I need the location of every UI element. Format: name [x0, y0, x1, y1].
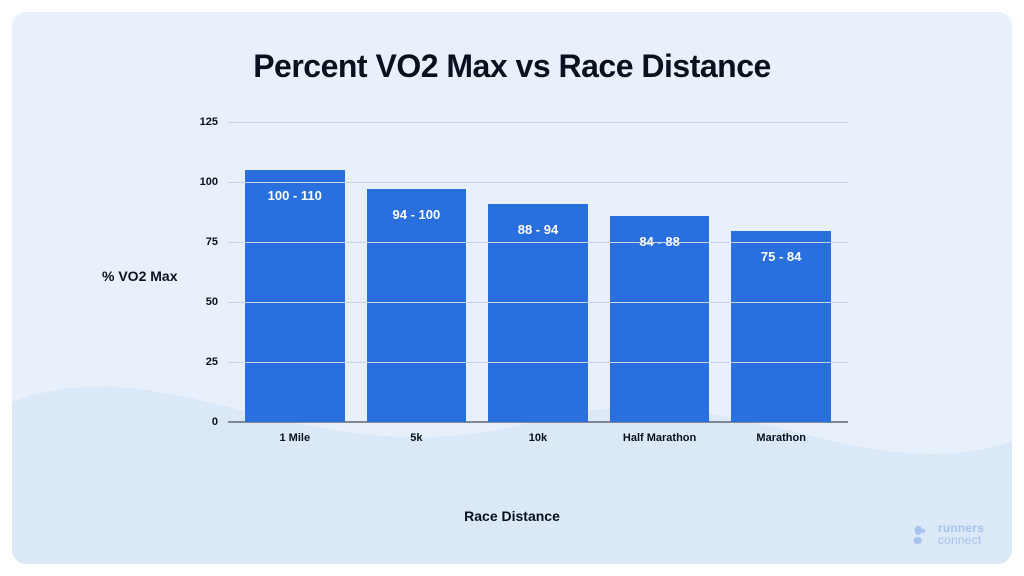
- x-tick-label: Marathon: [756, 432, 806, 444]
- brand-line2: connect: [938, 535, 984, 546]
- bar-slot: 75 - 84Marathon: [720, 122, 842, 422]
- bar: 94 - 100: [367, 189, 467, 422]
- brand-text: runners connect: [938, 523, 984, 546]
- grid-line: [228, 302, 848, 303]
- bar-value-label: 88 - 94: [518, 222, 558, 422]
- bar: 75 - 84: [731, 231, 831, 422]
- x-tick-label: 10k: [529, 432, 547, 444]
- grid-line: [228, 182, 848, 183]
- bar-value-label: 84 - 88: [639, 234, 679, 422]
- x-tick-label: 5k: [410, 432, 422, 444]
- bar: 100 - 110: [245, 170, 345, 422]
- y-tick-label: 50: [182, 296, 218, 308]
- grid-line: [228, 242, 848, 243]
- grid-line: [228, 122, 848, 123]
- canvas: Percent VO2 Max vs Race Distance % VO2 M…: [0, 0, 1024, 576]
- plot-area: 100 - 1101 Mile94 - 1005k88 - 9410k84 - …: [228, 122, 848, 422]
- x-tick-label: 1 Mile: [280, 432, 311, 444]
- brand-logo: runners connect: [910, 523, 984, 546]
- bar-slot: 84 - 88Half Marathon: [599, 122, 721, 422]
- bar: 84 - 88: [610, 216, 710, 422]
- y-tick-label: 100: [182, 176, 218, 188]
- bar-slot: 100 - 1101 Mile: [234, 122, 356, 422]
- y-tick-label: 0: [182, 416, 218, 428]
- y-tick-label: 75: [182, 236, 218, 248]
- bar-value-label: 100 - 110: [268, 188, 322, 422]
- bar: 88 - 94: [488, 204, 588, 422]
- bar-slot: 88 - 9410k: [477, 122, 599, 422]
- bars-container: 100 - 1101 Mile94 - 1005k88 - 9410k84 - …: [228, 122, 848, 422]
- y-tick-label: 25: [182, 356, 218, 368]
- footprint-icon: [910, 524, 932, 546]
- grid-line: [228, 362, 848, 363]
- bar-value-label: 94 - 100: [393, 207, 441, 422]
- chart-title: Percent VO2 Max vs Race Distance: [12, 48, 1012, 85]
- x-tick-label: Half Marathon: [623, 432, 696, 444]
- bar-slot: 94 - 1005k: [356, 122, 478, 422]
- chart-card: Percent VO2 Max vs Race Distance % VO2 M…: [12, 12, 1012, 564]
- y-tick-label: 125: [182, 116, 218, 128]
- bar-value-label: 75 - 84: [761, 249, 801, 422]
- x-axis-label: Race Distance: [12, 508, 1012, 524]
- y-axis-label: % VO2 Max: [102, 268, 177, 284]
